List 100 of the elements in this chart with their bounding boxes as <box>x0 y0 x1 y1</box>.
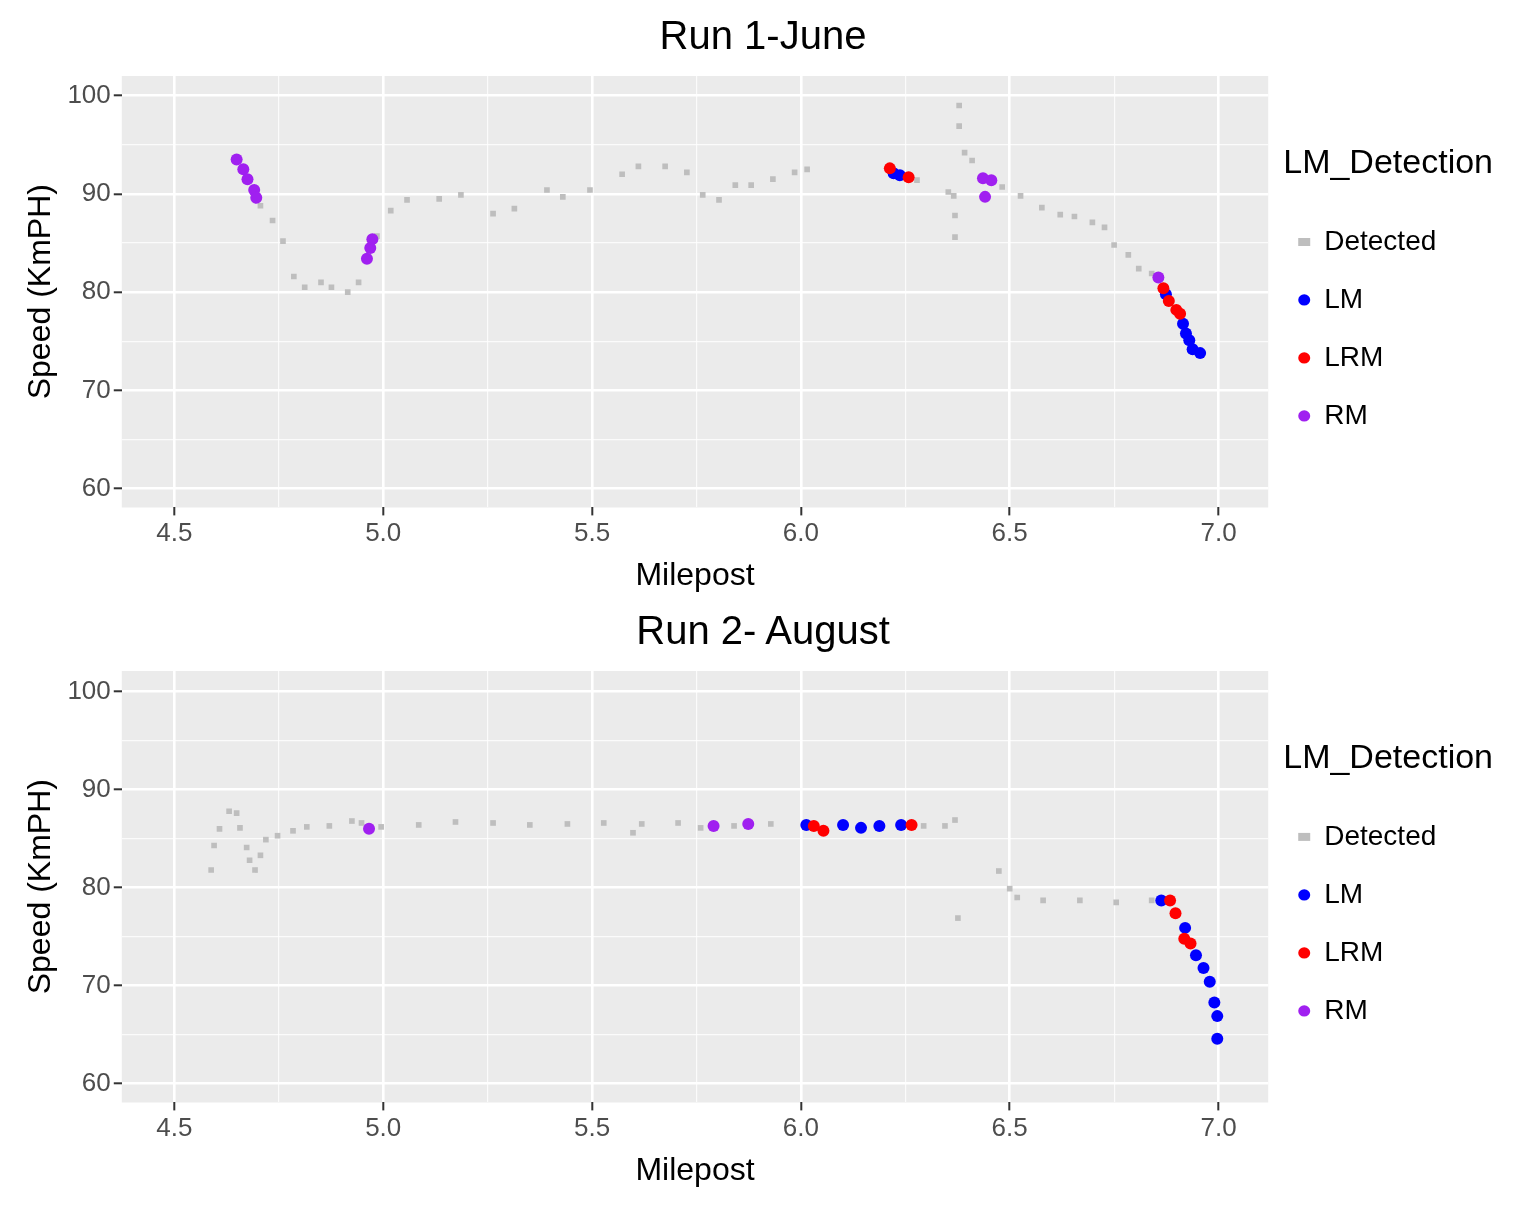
legend-label: RM <box>1324 993 1368 1025</box>
point <box>600 820 607 826</box>
point <box>996 868 1002 874</box>
point <box>526 822 533 828</box>
x-tick-label: 5.0 <box>365 1112 402 1143</box>
point <box>360 252 373 265</box>
point <box>216 826 223 832</box>
point <box>1057 211 1064 218</box>
point <box>630 829 636 836</box>
legend-label: RM <box>1324 398 1368 430</box>
point <box>587 187 593 193</box>
point <box>985 174 998 187</box>
y-axis-title: Speed (KmPH) <box>21 184 58 400</box>
point <box>837 818 850 831</box>
point <box>241 173 254 186</box>
point <box>490 820 496 826</box>
point <box>237 163 250 176</box>
point <box>366 233 379 246</box>
point <box>1039 204 1045 211</box>
point <box>1006 885 1013 892</box>
point <box>1135 265 1142 272</box>
point <box>956 102 962 109</box>
point <box>1125 252 1132 258</box>
legend-title: LM_Detection <box>1283 737 1493 776</box>
point <box>817 824 830 837</box>
x-axis-title: Milepost <box>635 1150 755 1187</box>
point <box>226 808 232 815</box>
point <box>452 819 459 825</box>
x-tick-label: 6.5 <box>991 1112 1028 1143</box>
legend-title: LM_Detection <box>1283 142 1493 181</box>
x-tick-label: 6.5 <box>991 517 1028 548</box>
y-tick-label: 90 <box>81 177 111 208</box>
point <box>1197 962 1210 975</box>
point <box>999 184 1006 190</box>
point <box>1040 897 1046 904</box>
chart-title: Run 1-June <box>659 13 867 58</box>
point <box>344 289 351 296</box>
point <box>1174 307 1187 320</box>
legend-label: LM <box>1324 282 1364 314</box>
point <box>675 820 681 826</box>
y-tick-label: 70 <box>81 968 111 999</box>
point <box>318 279 324 286</box>
x-tick-label: 4.5 <box>156 517 193 548</box>
x-tick-label: 4.5 <box>156 1112 193 1143</box>
point <box>1148 897 1155 904</box>
point <box>905 818 918 831</box>
point <box>358 820 365 826</box>
point <box>328 284 335 291</box>
x-tick-label: 7.0 <box>1200 1112 1237 1143</box>
x-tick-label: 5.5 <box>573 1112 611 1143</box>
point <box>1152 271 1165 284</box>
point <box>731 823 737 829</box>
point <box>952 212 958 219</box>
y-tick-label: 80 <box>81 275 111 306</box>
y-tick-label: 90 <box>81 772 111 803</box>
point <box>748 182 754 188</box>
y-tick-label: 60 <box>81 1066 111 1097</box>
point <box>1203 975 1216 988</box>
point <box>415 822 422 828</box>
point <box>263 836 269 843</box>
point <box>230 153 243 166</box>
point <box>942 823 948 829</box>
point <box>1194 347 1207 360</box>
point <box>349 818 355 824</box>
point <box>1189 949 1202 962</box>
point <box>301 284 308 291</box>
x-tick-label: 6.0 <box>782 1112 819 1143</box>
point <box>1184 937 1197 950</box>
y-tick-label: 60 <box>81 471 111 502</box>
point <box>952 817 958 823</box>
point <box>252 867 258 873</box>
y-tick-label: 70 <box>81 373 111 404</box>
point <box>1164 894 1177 907</box>
point <box>969 157 975 164</box>
point <box>1111 242 1117 248</box>
x-axis-title: Milepost <box>635 555 755 592</box>
x-tick-label: 5.5 <box>573 517 611 548</box>
point <box>914 177 920 183</box>
point <box>945 189 952 195</box>
point <box>274 832 281 839</box>
point <box>458 192 464 198</box>
point <box>1157 282 1170 295</box>
point <box>1113 899 1120 906</box>
point <box>387 207 394 214</box>
point <box>952 234 958 240</box>
legend-label: Detected <box>1324 224 1437 256</box>
point <box>684 169 690 176</box>
y-tick-label: 80 <box>81 870 111 901</box>
chart-title: Run 2- August <box>636 608 890 653</box>
point <box>732 182 739 188</box>
point <box>257 202 264 209</box>
y-tick-label: 100 <box>67 78 111 109</box>
point <box>564 821 571 827</box>
point <box>902 171 915 184</box>
point <box>490 210 496 217</box>
point <box>895 818 908 831</box>
point <box>233 810 240 816</box>
x-tick-label: 7.0 <box>1200 517 1237 548</box>
point <box>378 824 384 830</box>
y-axis-title: Speed (KmPH) <box>21 779 58 995</box>
